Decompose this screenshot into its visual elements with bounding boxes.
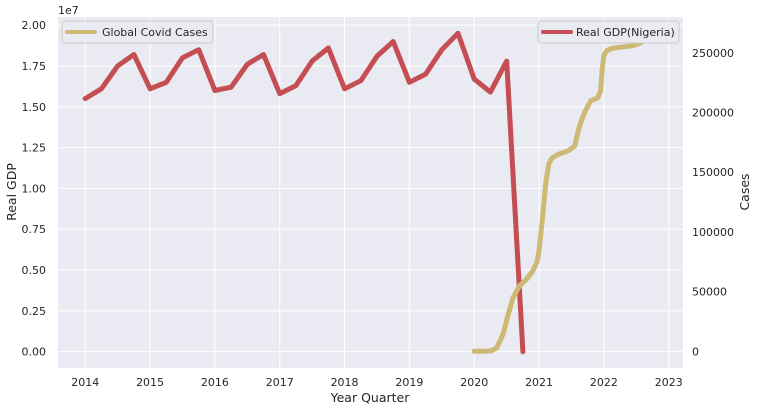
left-y-axis: 0.00 0.25 0.50 0.75 1.00 1.25 1.50 1.75 2.00 — [22, 19, 47, 359]
right-y-axis-label: Cases — [737, 173, 752, 210]
covid-series-line — [471, 31, 665, 354]
left-y-tick-label: 0.50 — [22, 264, 47, 277]
left-y-tick-label: 1.00 — [22, 182, 47, 195]
right-y-tick-label: 0 — [692, 345, 699, 358]
legend-gdp-box — [537, 20, 680, 44]
left-y-tick-label: 0.00 — [22, 346, 47, 359]
left-y-axis-label: Real GDP — [4, 163, 19, 221]
legend-covid: Global Covid Cases — [61, 20, 214, 44]
x-tick-label: 2023 — [655, 376, 683, 389]
legend-covid-box — [61, 20, 214, 44]
left-y-tick-label: 2.00 — [22, 19, 47, 32]
x-tick-label: 2015 — [136, 376, 164, 389]
right-y-tick-label: 150000 — [692, 166, 734, 179]
left-y-tick-label: 1.75 — [22, 60, 47, 73]
x-tick-label: 2021 — [525, 376, 553, 389]
left-y-tick-label: 0.75 — [22, 223, 47, 236]
legend-gdp: Real GDP(Nigeria) — [537, 20, 680, 44]
x-tick-label: 2014 — [71, 376, 99, 389]
right-y-tick-label: 50000 — [692, 286, 727, 299]
right-y-tick-label: 100000 — [692, 226, 734, 239]
right-y-tick-label: 200000 — [692, 107, 734, 120]
right-y-axis: 0 50000 100000 150000 200000 250000 — [692, 47, 734, 358]
offset-text: 1e7 — [58, 4, 79, 17]
left-y-tick-label: 0.25 — [22, 305, 47, 318]
gdp-series-line — [82, 30, 526, 355]
x-axis-label: Year Quarter — [330, 390, 411, 405]
x-tick-label: 2018 — [331, 376, 359, 389]
x-tick-label: 2020 — [460, 376, 488, 389]
plot-background — [58, 17, 683, 368]
right-y-tick-label: 250000 — [692, 47, 734, 60]
x-tick-label: 2016 — [201, 376, 229, 389]
legend-gdp-label: Real GDP(Nigeria) — [576, 26, 675, 39]
x-tick-label: 2017 — [266, 376, 294, 389]
x-tick-label: 2019 — [395, 376, 423, 389]
left-y-tick-label: 1.50 — [22, 101, 47, 114]
x-tick-label: 2022 — [590, 376, 618, 389]
x-axis: 2014 2015 2016 2017 2018 2019 2020 2021 2022 2023 — [71, 376, 683, 389]
left-y-tick-label: 1.25 — [22, 142, 47, 155]
series-layer — [82, 30, 665, 355]
legend-covid-label: Global Covid Cases — [102, 26, 208, 39]
